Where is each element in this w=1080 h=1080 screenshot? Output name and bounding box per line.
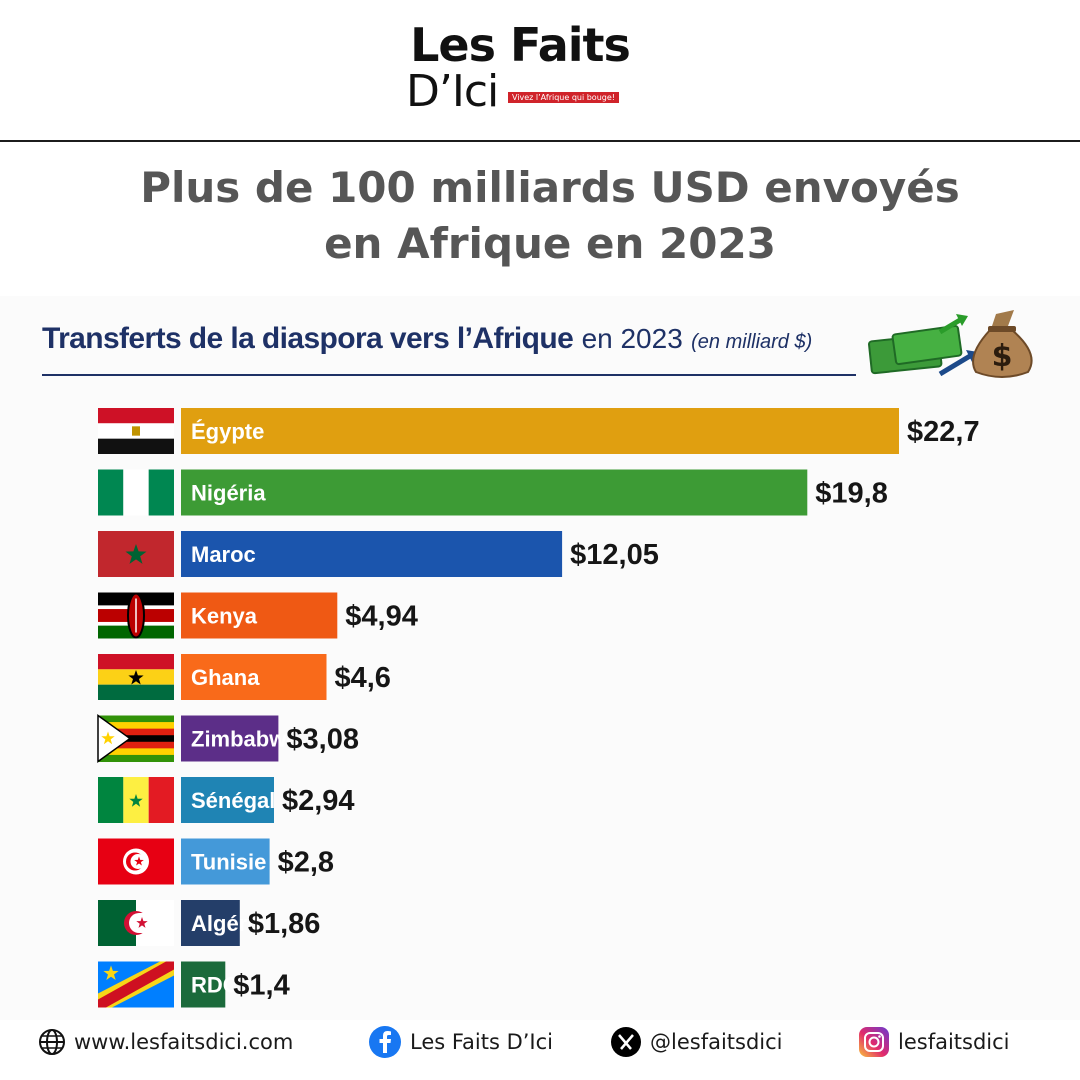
zimbabwe-flag-icon — [97, 714, 174, 763]
category-label: Sénégal — [191, 788, 275, 813]
value-label: $1,86 — [248, 908, 321, 940]
value-label: $12,05 — [570, 539, 659, 571]
footer — [0, 1020, 1080, 1080]
headline-line-1: Plus de 100 milliards USD envoyés — [140, 163, 960, 212]
bar — [181, 838, 270, 885]
chart-title-unit: (en milliard $) — [691, 331, 813, 353]
footer-facebook[interactable]: Les Faits D’Ici — [368, 1024, 553, 1060]
bar — [181, 654, 327, 700]
footer-website[interactable]: www.lesfaitsdici.com — [38, 1024, 293, 1060]
algeria-flag-icon — [98, 900, 174, 946]
kenya-flag-icon — [98, 592, 174, 639]
chart-title-underline — [42, 374, 856, 376]
value-label: $2,8 — [278, 847, 334, 879]
logo-title: Les Faits — [410, 18, 631, 72]
ghana-flag-icon — [98, 654, 174, 700]
value-label: $3,08 — [286, 724, 359, 756]
header: Les Faits D’Ici Vivez l’Afrique qui boug… — [0, 0, 1080, 142]
chart-title-year: en 2023 — [581, 323, 683, 354]
value-label: $1,4 — [233, 970, 289, 1002]
bar — [181, 900, 240, 946]
bar — [181, 408, 899, 454]
bar — [181, 961, 226, 1008]
category-label: Algérie — [191, 911, 266, 936]
value-label: $4,6 — [334, 662, 390, 694]
egypt-flag-icon — [98, 408, 174, 454]
chart-title-main: Transferts de la diaspora vers l’Afrique — [42, 322, 574, 355]
bar — [181, 469, 808, 516]
nigeria-flag-icon — [98, 469, 174, 516]
facebook-icon — [369, 1026, 401, 1058]
x-label: @lesfaitsdici — [650, 1030, 783, 1054]
value-label: $19,8 — [815, 478, 888, 510]
category-label: RDC — [191, 973, 239, 998]
bar — [181, 777, 274, 823]
bar — [181, 715, 279, 762]
facebook-label: Les Faits D’Ici — [410, 1030, 553, 1054]
instagram-label: lesfaitsdici — [898, 1030, 1010, 1054]
value-label: $22,7 — [907, 416, 980, 448]
category-label: Tunisie — [191, 850, 266, 875]
morocco-flag-icon — [98, 531, 174, 577]
svg-text:$: $ — [992, 339, 1013, 374]
value-label: $2,94 — [282, 785, 355, 817]
headline-line-2: en Afrique en 2023 — [324, 219, 776, 268]
bar — [181, 592, 338, 639]
tunisia-flag-icon — [98, 838, 174, 885]
bar — [181, 531, 563, 577]
footer-instagram[interactable]: lesfaitsdici — [858, 1024, 1010, 1060]
drc-flag-icon — [98, 961, 174, 1008]
money-bag-icon: $ — [868, 310, 1033, 378]
value-label: $4,94 — [345, 601, 418, 633]
category-label: Égypte — [191, 419, 264, 444]
chart-title: Transferts de la diaspora vers l’Afrique… — [42, 322, 812, 356]
category-label: Nigéria — [191, 481, 266, 506]
x-icon — [611, 1027, 641, 1057]
header-divider — [0, 140, 1080, 142]
category-label: Kenya — [191, 604, 258, 629]
headline: Plus de 100 milliards USD envoyés en Afr… — [0, 160, 1080, 272]
instagram-icon — [859, 1027, 889, 1057]
category-label: Ghana — [191, 665, 260, 690]
category-label: Zimbabwe — [191, 727, 299, 752]
logo-subtitle: D’Ici — [406, 66, 499, 117]
website-label: www.lesfaitsdici.com — [74, 1030, 294, 1054]
category-label: Maroc — [191, 542, 256, 567]
footer-x[interactable]: @lesfaitsdici — [610, 1024, 783, 1060]
globe-icon — [39, 1029, 65, 1055]
senegal-flag-icon — [98, 777, 174, 823]
logo-tagline: Vivez l’Afrique qui bouge! — [508, 92, 619, 103]
